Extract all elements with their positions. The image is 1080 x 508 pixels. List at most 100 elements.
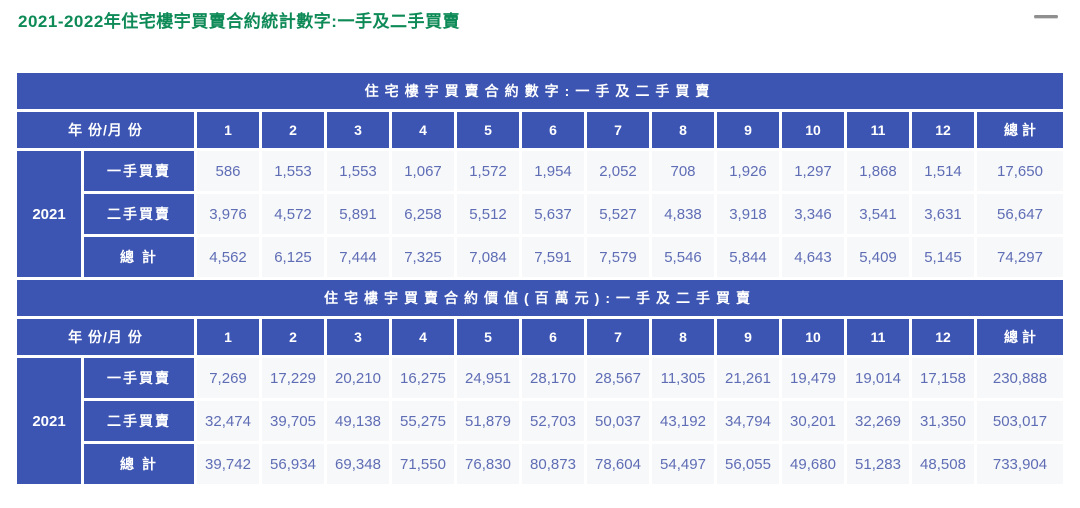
column-header-row: 年 份/月 份 1 2 3 4 5 6 7 8 9 10 11 12 總 計 bbox=[17, 112, 1063, 148]
column-header-month: 2 bbox=[262, 112, 324, 148]
year-cell: 2021 bbox=[17, 358, 81, 484]
table-row: 總 計 4,562 6,125 7,444 7,325 7,084 7,591 7,579 5,… bbox=[17, 237, 1063, 277]
data-cell: 69,348 bbox=[327, 444, 389, 484]
data-cell: 5,409 bbox=[847, 237, 909, 277]
data-cell: 43,192 bbox=[652, 401, 714, 441]
data-cell: 55,275 bbox=[392, 401, 454, 441]
data-cell: 1,868 bbox=[847, 151, 909, 191]
stats-table: 住宅樓宇買賣合約數字:一手及二手買賣 年 份/月 份 1 2 3 4 5 6 7 8 9 10 11… bbox=[14, 70, 1066, 280]
data-cell: 1,553 bbox=[327, 151, 389, 191]
data-cell: 56,055 bbox=[717, 444, 779, 484]
data-cell: 76,830 bbox=[457, 444, 519, 484]
data-cell: 28,170 bbox=[522, 358, 584, 398]
data-cell: 708 bbox=[652, 151, 714, 191]
row-total-cell: 56,647 bbox=[977, 194, 1063, 234]
data-cell: 1,067 bbox=[392, 151, 454, 191]
data-cell: 49,138 bbox=[327, 401, 389, 441]
data-cell: 28,567 bbox=[587, 358, 649, 398]
data-cell: 7,591 bbox=[522, 237, 584, 277]
column-header-month: 4 bbox=[392, 319, 454, 355]
data-cell: 5,512 bbox=[457, 194, 519, 234]
row-label: 一手買賣 bbox=[84, 151, 194, 191]
data-cell: 17,158 bbox=[912, 358, 974, 398]
column-header-month: 5 bbox=[457, 319, 519, 355]
data-cell: 7,084 bbox=[457, 237, 519, 277]
year-cell: 2021 bbox=[17, 151, 81, 277]
page: 2021-2022年住宅樓宇買賣合約統計數字:一手及二手買賣 住宅樓宇買賣合約數… bbox=[14, 12, 1066, 487]
collapse-handle[interactable] bbox=[1034, 15, 1058, 18]
column-header-month: 6 bbox=[522, 319, 584, 355]
data-cell: 1,553 bbox=[262, 151, 324, 191]
data-cell: 51,879 bbox=[457, 401, 519, 441]
data-cell: 1,297 bbox=[782, 151, 844, 191]
table-row: 二手買賣 3,976 4,572 5,891 6,258 5,512 5,637 5,527 4… bbox=[17, 194, 1063, 234]
data-cell: 4,572 bbox=[262, 194, 324, 234]
data-cell: 586 bbox=[197, 151, 259, 191]
row-label: 一手買賣 bbox=[84, 358, 194, 398]
data-cell: 1,572 bbox=[457, 151, 519, 191]
column-header-row: 年 份/月 份 1 2 3 4 5 6 7 8 9 10 11 12 總 計 bbox=[17, 319, 1063, 355]
data-cell: 39,705 bbox=[262, 401, 324, 441]
data-cell: 52,703 bbox=[522, 401, 584, 441]
column-header-month: 4 bbox=[392, 112, 454, 148]
table-row: 2021 一手買賣 586 1,553 1,553 1,067 1,572 1,954 2,05… bbox=[17, 151, 1063, 277]
data-cell: 51,283 bbox=[847, 444, 909, 484]
data-cell: 1,514 bbox=[912, 151, 974, 191]
data-cell: 19,479 bbox=[782, 358, 844, 398]
column-header-month: 9 bbox=[717, 112, 779, 148]
row-label: 二手買賣 bbox=[84, 401, 194, 441]
row-total-cell: 503,017 bbox=[977, 401, 1063, 441]
row-total-cell: 74,297 bbox=[977, 237, 1063, 277]
row-total-cell: 17,650 bbox=[977, 151, 1063, 191]
data-cell: 80,873 bbox=[522, 444, 584, 484]
column-header-month: 2 bbox=[262, 319, 324, 355]
tables-container: 住宅樓宇買賣合約數字:一手及二手買賣 年 份/月 份 1 2 3 4 5 6 7 8 9 10 11… bbox=[14, 70, 1066, 487]
row-total-cell: 230,888 bbox=[977, 358, 1063, 398]
table-row: 總 計 39,742 56,934 69,348 71,550 76,830 80,873 7… bbox=[17, 444, 1063, 484]
row-total-cell: 733,904 bbox=[977, 444, 1063, 484]
data-cell: 1,954 bbox=[522, 151, 584, 191]
data-cell: 4,838 bbox=[652, 194, 714, 234]
column-header-month: 7 bbox=[587, 319, 649, 355]
row-label: 總 計 bbox=[84, 444, 194, 484]
data-cell: 5,145 bbox=[912, 237, 974, 277]
data-cell: 32,269 bbox=[847, 401, 909, 441]
data-cell: 32,474 bbox=[197, 401, 259, 441]
data-cell: 2,052 bbox=[587, 151, 649, 191]
column-header-month: 1 bbox=[197, 112, 259, 148]
column-header-month: 10 bbox=[782, 319, 844, 355]
data-cell: 3,346 bbox=[782, 194, 844, 234]
data-cell: 54,497 bbox=[652, 444, 714, 484]
data-cell: 39,742 bbox=[197, 444, 259, 484]
column-header-month: 10 bbox=[782, 112, 844, 148]
data-cell: 78,604 bbox=[587, 444, 649, 484]
column-header-month: 1 bbox=[197, 319, 259, 355]
data-cell: 5,891 bbox=[327, 194, 389, 234]
data-cell: 49,680 bbox=[782, 444, 844, 484]
data-cell: 24,951 bbox=[457, 358, 519, 398]
page-title: 2021-2022年住宅樓宇買賣合約統計數字:一手及二手買賣 bbox=[18, 12, 460, 31]
data-cell: 31,350 bbox=[912, 401, 974, 441]
column-header-month: 5 bbox=[457, 112, 519, 148]
data-cell: 56,934 bbox=[262, 444, 324, 484]
table-banner: 住宅樓宇買賣合約價值(百萬元):一手及二手買賣 bbox=[17, 280, 1063, 316]
column-header-year-month: 年 份/月 份 bbox=[17, 319, 194, 355]
data-cell: 5,546 bbox=[652, 237, 714, 277]
column-header-month: 12 bbox=[912, 112, 974, 148]
data-cell: 7,269 bbox=[197, 358, 259, 398]
column-header-month: 3 bbox=[327, 319, 389, 355]
column-header-month: 11 bbox=[847, 112, 909, 148]
column-header-month: 6 bbox=[522, 112, 584, 148]
data-cell: 21,261 bbox=[717, 358, 779, 398]
banner-row: 住宅樓宇買賣合約數字:一手及二手買賣 bbox=[17, 73, 1063, 109]
data-cell: 17,229 bbox=[262, 358, 324, 398]
column-header-month: 8 bbox=[652, 319, 714, 355]
column-header-month: 8 bbox=[652, 112, 714, 148]
data-cell: 48,508 bbox=[912, 444, 974, 484]
column-header-month: 11 bbox=[847, 319, 909, 355]
column-header-month: 3 bbox=[327, 112, 389, 148]
data-cell: 1,926 bbox=[717, 151, 779, 191]
data-cell: 4,562 bbox=[197, 237, 259, 277]
data-cell: 3,918 bbox=[717, 194, 779, 234]
